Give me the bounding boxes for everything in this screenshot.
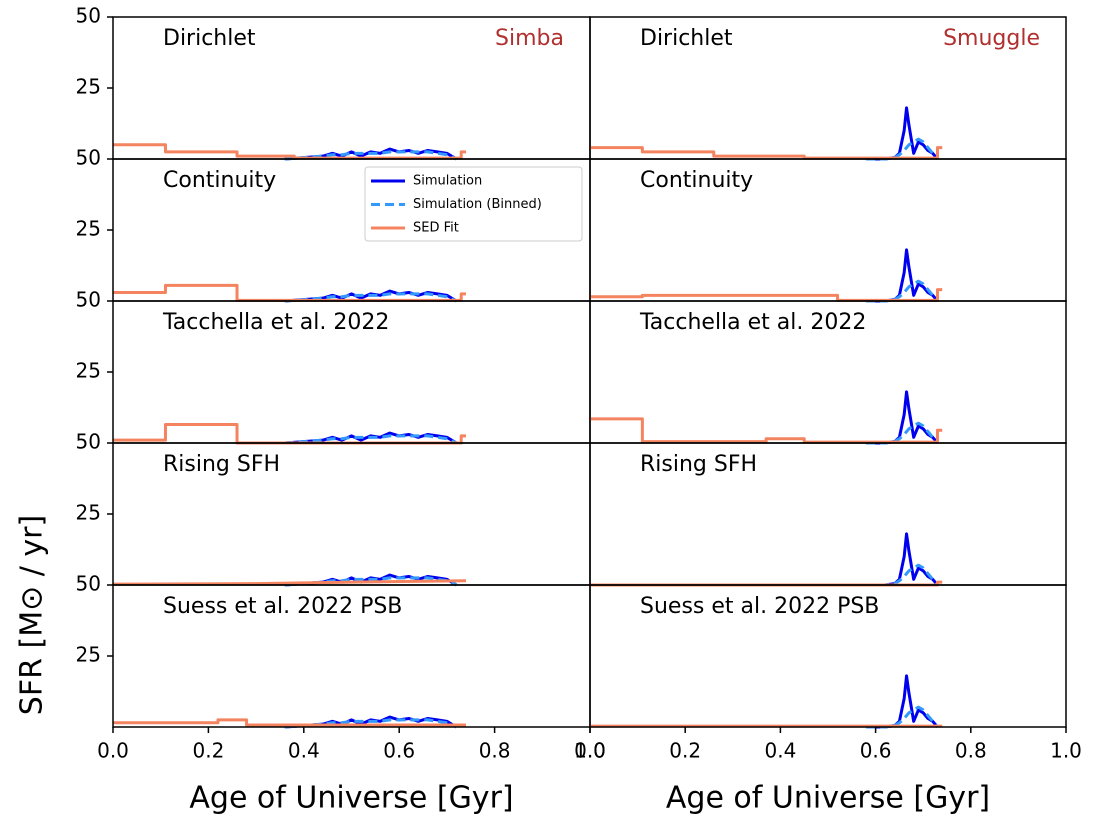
x-tick-label: 0.8 [955, 739, 987, 763]
y-tick-label: 25 [76, 643, 101, 667]
x-tick-label: 0.4 [764, 739, 796, 763]
series-line [590, 288, 943, 302]
x-axis-label: Age of Universe [Gyr] [666, 781, 990, 816]
x-tick-label: 0.0 [97, 739, 129, 763]
x-tick-label: 0.6 [860, 739, 892, 763]
series-line [866, 674, 939, 729]
panel-title: Rising SFH [640, 452, 757, 477]
panel-frame [589, 584, 1067, 728]
x-tick-label: 0.2 [669, 739, 701, 763]
y-tick-label: 50 [76, 146, 101, 170]
series-line [284, 434, 458, 445]
y-tick-label: 25 [76, 75, 101, 99]
series-line [284, 150, 458, 161]
panel-title: Tacchella et al. 2022 [639, 310, 866, 335]
x-tick-label: 0.4 [288, 739, 320, 763]
series-line [866, 248, 939, 303]
y-tick-label: 50 [76, 572, 101, 596]
y-tick-label: 25 [76, 501, 101, 525]
legend-label: Simulation (Binned) [413, 197, 542, 212]
y-tick-label: 50 [76, 4, 101, 28]
series-line [590, 417, 943, 444]
legend-label: SED Fit [413, 221, 459, 236]
panel-title: Rising SFH [163, 452, 280, 477]
model-label: Smuggle [943, 26, 1040, 51]
series-line [284, 292, 458, 303]
series-line [112, 579, 466, 586]
x-tick-label: 1.0 [1050, 739, 1082, 763]
series-line [284, 718, 458, 729]
legend-box [364, 166, 583, 242]
y-tick-label: 50 [76, 288, 101, 312]
y-tick-label: 25 [76, 217, 101, 241]
y-axis-label: SFR [M⊙ / yr] [15, 515, 50, 715]
x-tick-label: 0.6 [383, 739, 415, 763]
x-tick-label: 0.8 [479, 739, 511, 763]
model-label: Simba [495, 26, 564, 51]
x-axis-label: Age of Universe [Gyr] [189, 781, 513, 816]
panel-title: Suess et al. 2022 PSB [163, 594, 402, 619]
panel-title: Dirichlet [163, 26, 256, 51]
series-line [113, 143, 466, 160]
series-line [113, 283, 466, 302]
x-tick-label: 0.0 [574, 739, 606, 763]
panel-title: Tacchella et al. 2022 [162, 310, 389, 335]
series-line [866, 106, 939, 161]
series-line [113, 718, 466, 727]
legend-label: Simulation [413, 174, 482, 189]
panel-title: Suess et al. 2022 PSB [640, 594, 879, 619]
series-line [113, 423, 466, 445]
y-tick-label: 50 [76, 430, 101, 454]
series-line [866, 532, 939, 587]
series-line [590, 146, 943, 160]
series-line [866, 390, 939, 445]
x-tick-label: 1.0 [574, 739, 606, 763]
panel-title: Continuity [640, 168, 753, 193]
x-tick-label: 0.2 [192, 739, 224, 763]
panel-title: Continuity [163, 168, 276, 193]
y-tick-label: 25 [76, 359, 101, 383]
panel-title: Dirichlet [640, 26, 733, 51]
